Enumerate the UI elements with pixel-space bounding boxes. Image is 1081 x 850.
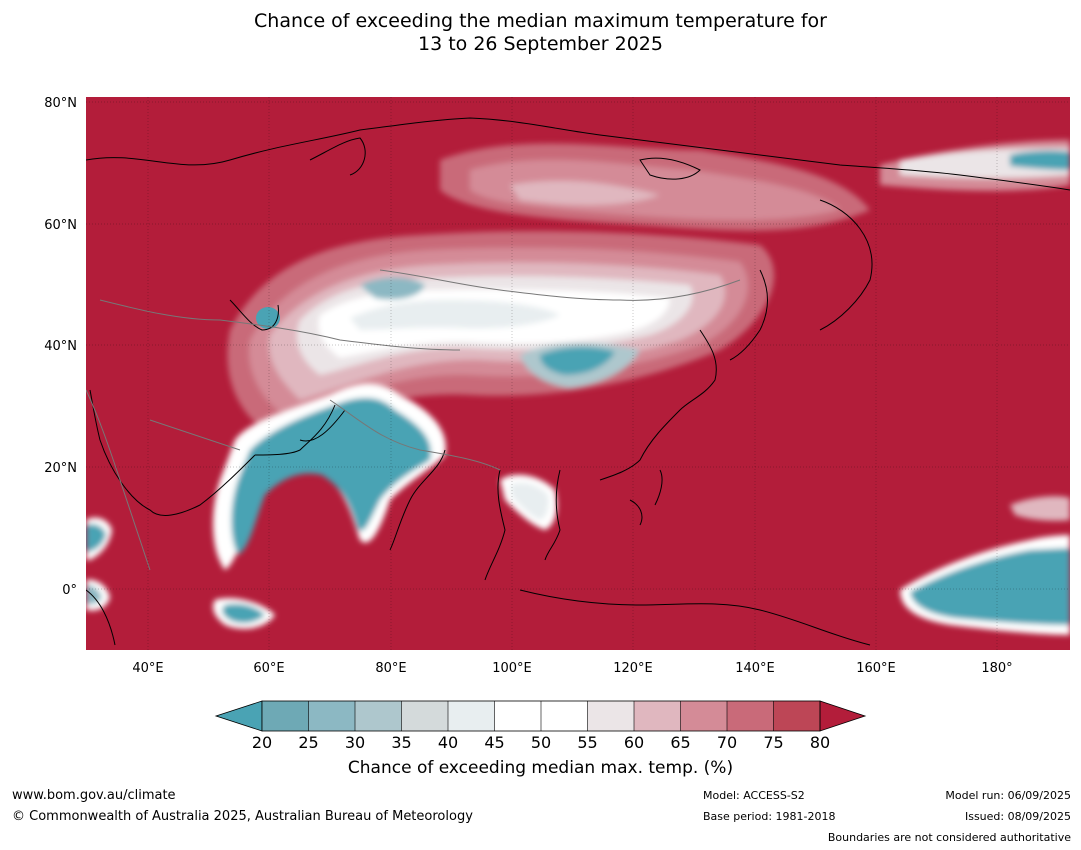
- siberia-band: [440, 140, 1070, 231]
- pacific-region: [900, 496, 1070, 635]
- indochina-region: [500, 474, 557, 530]
- longitude-labels: 40°E 60°E 80°E 100°E 120°E 140°E 160°E 1…: [132, 661, 1012, 676]
- colorbar-tick: 45: [484, 733, 504, 752]
- colorbar-cell: [401, 701, 448, 731]
- india-region: [213, 383, 446, 629]
- colorbar-cell: [727, 701, 774, 731]
- colorbar-cell: [680, 701, 727, 731]
- colorbar-tick: 40: [438, 733, 458, 752]
- footer-model-run: Model run: 06/09/2025: [945, 789, 1071, 802]
- footer-copyright: © Commonwealth of Australia 2025, Austra…: [12, 809, 473, 824]
- lon-label: 180°: [981, 661, 1012, 676]
- lat-label: 0°: [62, 583, 77, 598]
- lon-label: 80°E: [375, 661, 406, 676]
- lon-label: 60°E: [253, 661, 284, 676]
- colorbar-tick: 65: [670, 733, 690, 752]
- colorbar-cell: [262, 701, 309, 731]
- coastlines: [86, 117, 1070, 646]
- chart-title: Chance of exceeding the median maximum t…: [0, 10, 1081, 56]
- colorbar-cell: [448, 701, 495, 731]
- map-area: [86, 97, 1070, 650]
- footer-url: www.bom.gov.au/climate: [12, 788, 176, 803]
- lon-label: 140°E: [735, 661, 775, 676]
- caspian-feature: [256, 307, 280, 329]
- lon-label: 120°E: [613, 661, 653, 676]
- colorbar-cell: [494, 701, 541, 731]
- lon-label: 160°E: [856, 661, 896, 676]
- africa-region: [86, 517, 112, 611]
- colorbar-cell: [773, 701, 820, 731]
- footer-model: Model: ACCESS-S2: [703, 789, 805, 802]
- colorbar-tick: 70: [717, 733, 737, 752]
- footer-base-period: Base period: 1981-2018: [703, 810, 836, 823]
- title-line-1: Chance of exceeding the median maximum t…: [254, 10, 827, 32]
- colorbar-tick: 35: [391, 733, 411, 752]
- colorbar-tick: 80: [810, 733, 830, 752]
- colorbar-high-arrow: [819, 700, 867, 732]
- colorbar-tick: 50: [531, 733, 551, 752]
- colorbar-cell: [541, 701, 588, 731]
- colorbar-cell: [587, 701, 634, 731]
- footer-boundaries: Boundaries are not considered authoritat…: [827, 831, 1071, 844]
- colorbar-tick: 30: [345, 733, 365, 752]
- colorbar-tick: 60: [624, 733, 644, 752]
- colorbar-cell: [634, 701, 681, 731]
- latitude-labels: 80°N 60°N 40°N 20°N 0°: [44, 96, 77, 598]
- colorbar-tick: 75: [763, 733, 783, 752]
- colorbar: 20 25 30 35 40 45 50 55 60 65 70 75 80: [214, 700, 867, 752]
- footer-issued: Issued: 08/09/2025: [964, 810, 1071, 823]
- colorbar-cell: [355, 701, 402, 731]
- lon-label: 100°E: [492, 661, 532, 676]
- colorbar-title: Chance of exceeding median max. temp. (%…: [347, 758, 734, 778]
- lat-label: 40°N: [44, 339, 77, 354]
- lat-label: 60°N: [44, 218, 77, 233]
- title-line-2: 13 to 26 September 2025: [418, 33, 663, 55]
- colorbar-low-arrow: [214, 700, 263, 732]
- colorbar-cell: [308, 701, 355, 731]
- colorbar-tick: 55: [577, 733, 597, 752]
- colorbar-tick: 20: [252, 733, 272, 752]
- lon-label: 40°E: [132, 661, 163, 676]
- lat-label: 20°N: [44, 461, 77, 476]
- colorbar-tick: 25: [298, 733, 318, 752]
- lat-label: 80°N: [44, 96, 77, 111]
- gridlines: [86, 97, 1070, 650]
- country-borders: [86, 269, 741, 571]
